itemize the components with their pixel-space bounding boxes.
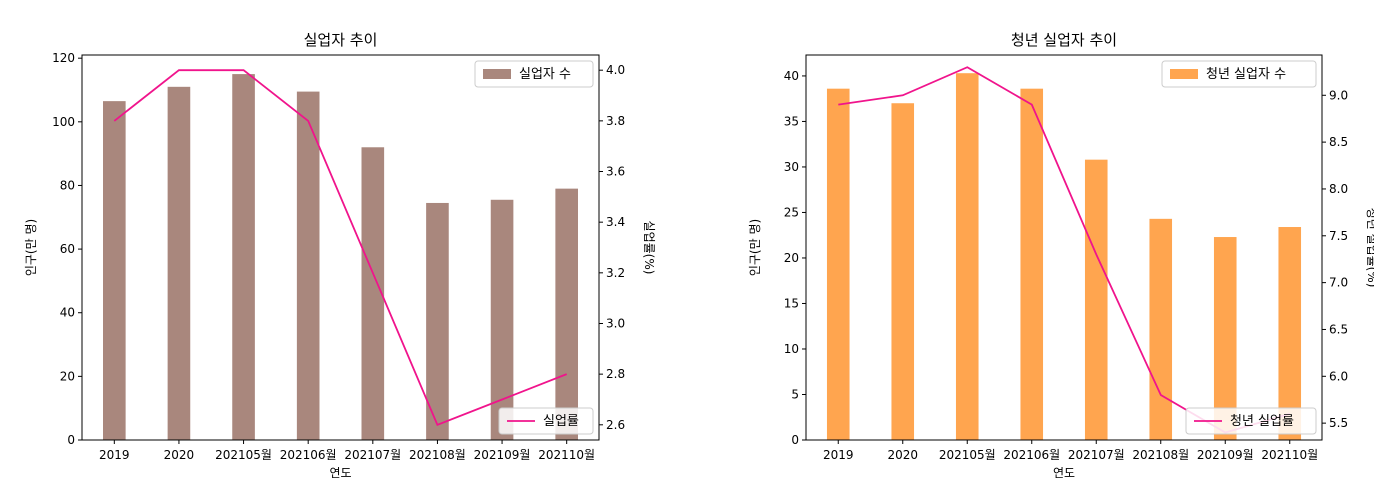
y-axis-label: 인구(만 명) bbox=[748, 219, 762, 276]
bar bbox=[891, 103, 915, 440]
bar bbox=[826, 88, 850, 441]
y2-tick-label: 8.5 bbox=[1329, 135, 1348, 149]
legend-box bbox=[1185, 407, 1317, 435]
plot-frame bbox=[805, 54, 1323, 441]
bar bbox=[167, 86, 191, 441]
y2-tick-label: 3.6 bbox=[606, 165, 625, 179]
bar bbox=[232, 74, 255, 440]
y2-tick-label: 6.5 bbox=[1329, 322, 1348, 336]
y2-tick-label: 7.0 bbox=[1329, 276, 1348, 290]
y-tick-label: 120 bbox=[52, 51, 75, 65]
chart-title: 청년 실업자 추이 bbox=[1011, 31, 1117, 49]
y-tick-label: 80 bbox=[60, 178, 75, 192]
legend-swatch bbox=[1170, 69, 1198, 79]
bar bbox=[296, 91, 320, 440]
y2-axis-label: 청년 실업률(%) bbox=[1365, 208, 1374, 288]
x-axis-label: 연도 bbox=[1053, 466, 1075, 480]
x-tick-label: 202110월 bbox=[538, 448, 595, 462]
x-tick-label: 202110월 bbox=[1261, 448, 1318, 462]
y-tick-label: 40 bbox=[60, 306, 75, 320]
x-tick-label: 202108월 bbox=[1132, 448, 1189, 462]
y-tick-label: 15 bbox=[784, 296, 799, 310]
y-tick-label: 10 bbox=[784, 342, 799, 356]
y2-tick-label: 3.8 bbox=[606, 114, 625, 128]
legend-label: 실업자 수 bbox=[519, 67, 571, 82]
legend-label: 실업률 bbox=[543, 414, 579, 429]
legend-line: 실업률 bbox=[498, 407, 594, 435]
legend-swatch bbox=[483, 69, 511, 79]
y-tick-label: 100 bbox=[52, 115, 75, 129]
chart-panel-2: 0 5 10 15 20 25 30 35 40 5.5 6.0 6.5 7.0 7.5 8.0 8.5 9.0… bbox=[748, 31, 1374, 480]
bar bbox=[1149, 218, 1173, 440]
y-tick-label: 25 bbox=[784, 205, 799, 219]
legend-line: 청년 실업률 bbox=[1185, 407, 1317, 435]
y-tick-label: 0 bbox=[67, 433, 75, 447]
y-tick-label: 60 bbox=[60, 242, 75, 256]
legend-box bbox=[1161, 60, 1317, 88]
x-tick-label: 202108월 bbox=[409, 448, 466, 462]
x-tick-label: 202105월 bbox=[215, 448, 272, 462]
x-axis-label: 연도 bbox=[329, 466, 351, 480]
y2-tick-label: 7.5 bbox=[1329, 229, 1348, 243]
y-tick-label: 20 bbox=[60, 369, 75, 383]
y-tick-label: 35 bbox=[784, 114, 799, 128]
bar bbox=[103, 101, 126, 441]
y2-tick-label: 9.0 bbox=[1329, 88, 1348, 102]
chart-title: 실업자 추이 bbox=[304, 31, 378, 49]
y-tick-label: 40 bbox=[784, 69, 799, 83]
y2-tick-label: 4.0 bbox=[606, 63, 625, 77]
x-tick-label: 202105월 bbox=[939, 448, 996, 462]
y2-tick-label: 8.0 bbox=[1329, 182, 1348, 196]
legend-label: 청년 실업률 bbox=[1230, 414, 1294, 429]
series-line bbox=[113, 69, 568, 426]
x-tick-label: 2019 bbox=[823, 448, 854, 462]
legend-label: 청년 실업자 수 bbox=[1206, 67, 1286, 82]
legend-box bbox=[498, 407, 594, 435]
bar bbox=[1213, 237, 1237, 440]
y2-tick-label: 3.4 bbox=[606, 215, 625, 229]
y-tick-label: 0 bbox=[791, 433, 799, 447]
legend-bar: 실업자 수 bbox=[474, 60, 594, 88]
x-tick-label: 202107월 bbox=[344, 448, 401, 462]
x-tick-label: 202106월 bbox=[1003, 448, 1060, 462]
legend-bar: 청년 실업자 수 bbox=[1161, 60, 1317, 88]
plot-frame bbox=[81, 54, 600, 441]
y-tick-label: 20 bbox=[784, 251, 799, 265]
x-tick-label: 2019 bbox=[99, 448, 130, 462]
bar bbox=[1020, 88, 1044, 441]
y2-axis-label: 실업률(%) bbox=[642, 221, 656, 275]
x-tick-label: 202106월 bbox=[280, 448, 337, 462]
bar bbox=[955, 73, 979, 440]
y-tick-label: 30 bbox=[784, 160, 799, 174]
x-tick-label: 202107월 bbox=[1068, 448, 1125, 462]
bar bbox=[1084, 159, 1108, 440]
chart-panel-1: 0 20 40 60 80 100 120 2.6 2.8 3.0 3.2 3.4 3.6 3.8 4.0 2… bbox=[24, 31, 656, 480]
x-tick-label: 202109월 bbox=[1197, 448, 1254, 462]
y2-tick-label: 3.2 bbox=[606, 266, 625, 280]
bar bbox=[490, 199, 514, 440]
y-axis-label: 인구(만 명) bbox=[24, 219, 38, 276]
bar bbox=[1278, 227, 1302, 440]
x-tick-label: 202109월 bbox=[474, 448, 531, 462]
y2-tick-label: 6.0 bbox=[1329, 369, 1348, 383]
y2-tick-label: 2.6 bbox=[606, 418, 625, 432]
y2-tick-label: 5.5 bbox=[1329, 416, 1348, 430]
y2-tick-label: 2.8 bbox=[606, 367, 625, 381]
y2-tick-label: 3.0 bbox=[606, 316, 625, 330]
bar bbox=[555, 188, 578, 440]
bar bbox=[361, 147, 385, 441]
x-tick-label: 2020 bbox=[164, 448, 195, 462]
x-tick-label: 2020 bbox=[887, 448, 918, 462]
y-tick-label: 5 bbox=[791, 387, 799, 401]
bar bbox=[426, 202, 449, 440]
legend-box bbox=[474, 60, 594, 88]
